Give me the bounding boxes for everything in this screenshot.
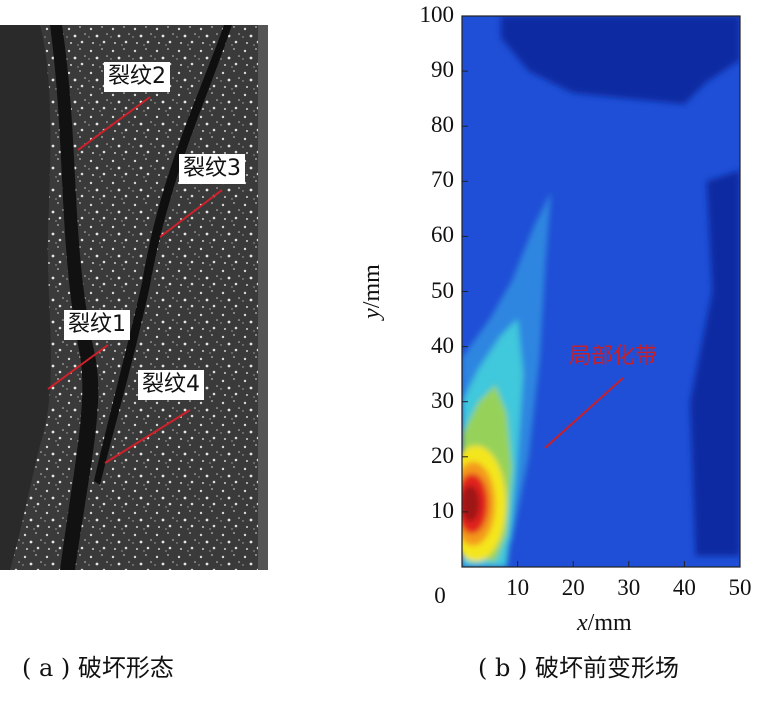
y-tick-label: 10 [431,497,454,523]
crack4-marker [104,409,191,464]
failure-photo: 裂纹2 裂纹3 裂纹1 裂纹4 [0,25,268,570]
x-tick-label: 20 [561,575,585,600]
y-axis-title: y/mm [358,264,385,319]
crack3-marker [159,189,223,238]
y-tick-label: 50 [431,277,454,303]
y-tick-label: 80 [431,112,454,138]
y-tick-label: 30 [431,387,454,413]
contour-dark-red [462,485,480,522]
localization-band-label: 局部化带 [569,344,658,369]
x-tick-label: 50 [728,575,752,600]
failure-photo-graphic [0,25,268,570]
contour-dark-top [500,16,740,105]
y-tick-label: 70 [431,167,454,193]
caption-a: ( a ) 破坏形态 [22,654,174,682]
x-tick-label: 10 [506,575,530,600]
crack2-marker [77,96,151,151]
crack1-marker [47,344,109,390]
caption-b: ( b ) 破坏前变形场 [478,654,679,682]
crack-label-3: 裂纹3 [179,154,245,184]
crack-label-2: 裂纹2 [104,62,170,92]
y-tick-label: 20 [431,442,454,468]
contour-dark-right [690,170,740,557]
x-axis-title: x/mm [577,610,632,636]
y-tick-label: 90 [431,57,454,83]
y-tick-label: 40 [431,332,454,358]
x-tick-label: 30 [617,575,641,600]
y-tick-label: 100 [419,2,455,27]
y-tick-label: 60 [431,222,454,248]
x-tick-label: 40 [672,575,696,600]
x-tick-label: 0 [434,583,446,608]
crack-label-4: 裂纹4 [138,370,204,400]
localization-band-pointer [544,377,624,449]
crack-label-1: 裂纹1 [64,310,130,340]
contour-field [462,16,740,567]
